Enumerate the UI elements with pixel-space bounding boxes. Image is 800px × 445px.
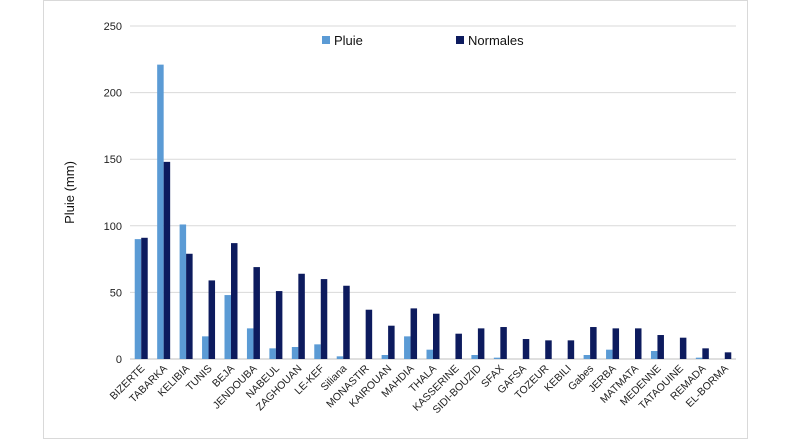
y-tick-label: 50	[110, 287, 122, 299]
bar-normales-kairouan	[388, 325, 395, 359]
bar-normales-kelibia	[186, 253, 193, 359]
bar-normales-beja	[231, 243, 238, 359]
y-tick-label: 250	[104, 21, 122, 33]
bar-pluie-sidi-bouzid	[471, 355, 478, 359]
x-tick-label: TUNIS	[184, 363, 215, 394]
y-tick-label: 0	[116, 354, 122, 366]
bar-normales-sfax	[500, 327, 507, 359]
y-tick-label: 150	[104, 154, 122, 166]
bar-normales-kasserine	[455, 333, 462, 359]
bar-normales-medenne	[657, 335, 664, 359]
bar-pluie-tabarka	[157, 64, 164, 360]
bar-pluie-gabes	[583, 355, 591, 359]
bar-normales-gabes	[590, 327, 597, 359]
y-axis-title: Pluie (mm)	[62, 161, 77, 224]
bar-pluie-mahdia	[404, 336, 411, 359]
bar-normales-tabarka	[163, 161, 171, 359]
bar-pluie-beja	[224, 295, 231, 359]
bar-normales-le-kef	[320, 279, 328, 359]
bar-normales-zaghouan	[298, 273, 305, 359]
bar-normales-el-borma	[724, 352, 732, 359]
bar-normales-thala	[433, 313, 440, 359]
bar-pluie-nabeul	[269, 348, 276, 359]
bar-pluie-medenne	[650, 351, 658, 359]
bar-normales-gafsa	[522, 339, 530, 359]
bar-pluie-zaghouan	[291, 347, 299, 359]
bar-pluie-bizerte	[134, 239, 142, 359]
bar-pluie-sfax	[493, 357, 501, 359]
bar-pluie-siliana	[336, 356, 344, 359]
bar-normales-nabeul	[275, 291, 283, 359]
bar-normales-tozeur	[545, 340, 552, 359]
y-tick-label: 200	[104, 88, 122, 100]
legend-swatch-pluie	[322, 36, 330, 44]
bar-normales-mahdia	[410, 308, 418, 359]
bar-normales-remada	[702, 348, 709, 359]
legend-label-normales: Normales	[468, 33, 524, 48]
bar-normales-siliana	[343, 285, 350, 359]
bar-normales-jerba	[612, 328, 620, 359]
bar-pluie-jendouba	[246, 328, 254, 359]
bar-normales-tunis	[208, 280, 216, 359]
bar-normales-matmata	[635, 328, 642, 359]
bar-normales-kebili	[567, 340, 575, 359]
bar-pluie-thala	[426, 349, 433, 359]
bar-pluie-jerba	[606, 349, 613, 359]
bar-pluie-remada	[695, 357, 703, 359]
legend-label-pluie: Pluie	[334, 33, 363, 48]
bar-pluie-kelibia	[179, 224, 187, 359]
legend-swatch-normales	[456, 36, 464, 44]
y-tick-label: 100	[104, 221, 122, 233]
bar-normales-jendouba	[253, 267, 260, 359]
bar-pluie-kairouan	[381, 355, 389, 359]
bar-normales-sidi-bouzid	[477, 328, 485, 359]
bar-pluie-le-kef	[314, 344, 321, 359]
bar-pluie-tunis	[202, 336, 209, 359]
bar-normales-monastir	[365, 309, 373, 359]
bar-normales-bizerte	[141, 237, 148, 359]
bar-normales-tataouine	[679, 337, 687, 359]
